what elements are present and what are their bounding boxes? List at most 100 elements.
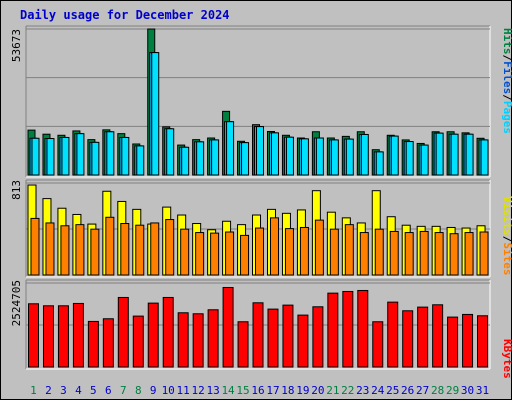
kbytes-bar-19 — [297, 314, 309, 368]
kbytes-bar-12 — [192, 313, 204, 368]
day-label-6: 6 — [105, 384, 112, 397]
kbytes-bar-2 — [42, 305, 54, 368]
pages-bar-3 — [61, 136, 70, 176]
pages-bar-14 — [226, 121, 235, 176]
day-label-23: 23 — [356, 384, 369, 397]
pages-bar-1 — [31, 137, 40, 176]
kbytes-bar-20 — [312, 306, 324, 368]
day-label-11: 11 — [177, 384, 190, 397]
pages-bar-30 — [465, 133, 474, 176]
kbytes-bar-11 — [177, 312, 189, 368]
pages-bar-16 — [256, 126, 265, 176]
pages-bar-7 — [121, 136, 130, 176]
day-label-31: 31 — [476, 384, 489, 397]
kbytes-bar-8 — [132, 315, 144, 368]
day-label-20: 20 — [311, 384, 324, 397]
sites-bar-19 — [299, 226, 309, 276]
kbytes-bar-13 — [207, 309, 219, 368]
day-label-1: 1 — [30, 384, 37, 397]
kbytes-bar-24 — [372, 321, 384, 368]
pages-bar-21 — [330, 139, 339, 176]
y-max-label-hits: 53673 — [10, 29, 23, 62]
pages-bar-29 — [450, 133, 459, 176]
sites-bar-12 — [195, 232, 205, 276]
day-label-21: 21 — [326, 384, 339, 397]
sites-bar-24 — [374, 228, 384, 276]
legend-sep-1: / — [501, 55, 512, 62]
kbytes-bar-5 — [87, 320, 99, 368]
sites-bar-23 — [359, 232, 369, 276]
sites-bar-28 — [434, 232, 444, 276]
pages-bar-11 — [181, 146, 190, 176]
y-max-label-kbytes: 2524705 — [10, 280, 23, 326]
day-label-4: 4 — [75, 384, 82, 397]
legend-files: Files — [501, 61, 512, 94]
pages-bar-2 — [46, 138, 55, 176]
sites-bar-8 — [135, 224, 145, 276]
kbytes-bar-4 — [72, 302, 84, 368]
day-label-17: 17 — [266, 384, 279, 397]
day-label-19: 19 — [296, 384, 309, 397]
kbytes-bar-21 — [327, 292, 339, 368]
pages-bar-10 — [166, 128, 175, 176]
kbytes-bar-10 — [162, 296, 174, 368]
kbytes-bar-6 — [102, 318, 114, 368]
pages-bar-26 — [405, 141, 414, 176]
pages-bar-25 — [390, 135, 399, 176]
pages-bar-8 — [136, 145, 145, 176]
sites-bar-10 — [165, 219, 175, 276]
kbytes-bar-7 — [117, 296, 129, 368]
kbytes-bar-22 — [342, 290, 354, 368]
kbytes-bar-27 — [417, 306, 429, 368]
day-label-18: 18 — [281, 384, 294, 397]
day-label-12: 12 — [192, 384, 205, 397]
legend-sites: Sites — [501, 242, 512, 275]
sites-bar-11 — [180, 228, 190, 276]
day-label-24: 24 — [371, 384, 385, 397]
sites-bar-13 — [210, 232, 220, 276]
chart-title: Daily usage for December 2024 — [20, 8, 230, 22]
legend-visits: Visits — [501, 196, 512, 236]
kbytes-bar-3 — [57, 305, 69, 368]
sites-bar-9 — [150, 222, 160, 276]
sites-bar-1 — [30, 217, 40, 276]
day-label-9: 9 — [150, 384, 157, 397]
pages-bar-24 — [375, 151, 384, 176]
legend-sep-3: / — [501, 236, 512, 243]
day-label-27: 27 — [416, 384, 429, 397]
pages-bar-28 — [435, 132, 444, 176]
day-label-15: 15 — [236, 384, 249, 397]
day-label-8: 8 — [135, 384, 142, 397]
kbytes-bar-23 — [357, 289, 369, 368]
kbytes-bar-29 — [447, 316, 459, 368]
day-label-30: 30 — [461, 384, 474, 397]
kbytes-bar-31 — [477, 315, 489, 368]
sites-bar-6 — [105, 216, 115, 276]
kbytes-bar-9 — [147, 302, 159, 368]
pages-bar-31 — [480, 139, 489, 176]
sites-bar-7 — [120, 223, 130, 276]
sites-bar-16 — [255, 227, 265, 276]
day-label-22: 22 — [341, 384, 354, 397]
legend-top: Hits/Files/Pages — [501, 28, 512, 134]
pages-bar-18 — [285, 136, 294, 176]
sites-bar-26 — [404, 232, 414, 276]
day-label-26: 26 — [401, 384, 414, 397]
day-label-16: 16 — [251, 384, 264, 397]
pages-bar-20 — [315, 137, 324, 176]
day-label-28: 28 — [431, 384, 444, 397]
day-label-3: 3 — [60, 384, 67, 397]
pages-bar-19 — [300, 138, 309, 176]
sites-bar-3 — [60, 225, 70, 276]
pages-bar-15 — [241, 142, 250, 176]
day-label-10: 10 — [162, 384, 175, 397]
sites-bar-4 — [75, 224, 85, 276]
legend-kbytes: KBytes — [501, 339, 512, 379]
pages-bar-6 — [106, 131, 115, 176]
sites-bar-21 — [329, 228, 339, 276]
kbytes-bar-16 — [252, 302, 264, 368]
pages-bar-17 — [270, 132, 279, 176]
sites-bar-29 — [449, 233, 459, 276]
pages-bar-4 — [76, 133, 85, 176]
